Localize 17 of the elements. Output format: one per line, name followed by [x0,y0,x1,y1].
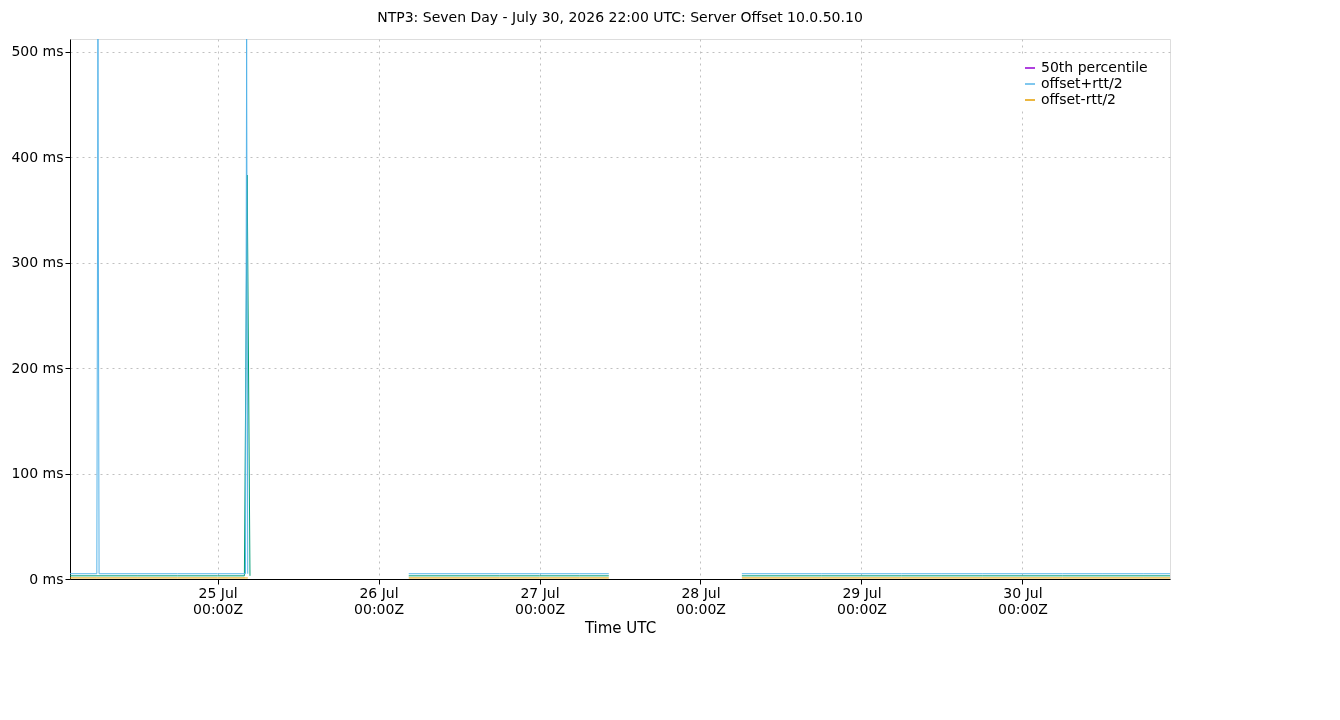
legend-label: offset+rtt/2 [1041,75,1123,91]
y-tick-label: 100 ms [11,465,64,482]
y-tick-label: 0 ms [29,570,64,587]
y-tick-label: 400 ms [11,148,64,165]
legend-label: offset-rtt/2 [1041,91,1117,107]
x-tick-label: 25 Jul 00:00Z [193,584,244,617]
x-axis-title: Time UTC [583,618,657,637]
y-tick-label: 200 ms [11,359,64,376]
y-tick-label: 300 ms [11,254,64,271]
legend-label: 50th percentile [1041,59,1148,75]
x-tick-label: 27 Jul 00:00Z [515,584,565,617]
y-tick-label: 500 ms [11,43,64,60]
x-tick-label: 30 Jul 00:00Z [997,584,1048,617]
chart-title: NTP3: Seven Day - July 30, 2026 22:00 UTC: Server Offset 10.0.50.10 [377,8,863,25]
x-tick-label: 28 Jul 00:00Z [676,584,726,617]
x-tick-label: 26 Jul 00:00Z [354,584,405,617]
x-tick-label: 29 Jul 00:00Z [836,584,887,617]
